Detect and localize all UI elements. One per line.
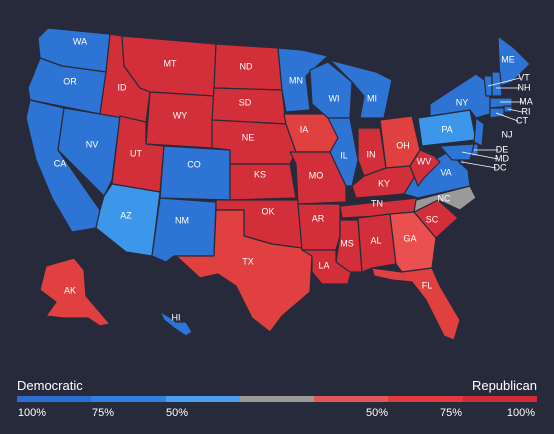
legend-segment-2	[165, 396, 240, 402]
state-label-mo: MO	[309, 170, 324, 180]
state-label-mi: MI	[367, 93, 377, 103]
state-label-de: DE	[496, 144, 509, 154]
state-label-va: VA	[440, 167, 451, 177]
state-label-me: ME	[501, 54, 515, 64]
state-label-nv: NV	[86, 139, 99, 149]
state-nm[interactable]	[151, 197, 217, 263]
state-label-ca: CA	[54, 158, 67, 168]
state-label-ar: AR	[312, 213, 325, 223]
state-hi[interactable]	[159, 311, 193, 337]
state-label-az: AZ	[120, 210, 132, 220]
state-label-md: MD	[495, 153, 509, 163]
state-label-co: CO	[187, 159, 201, 169]
state-label-wv: WV	[417, 156, 432, 166]
legend-segment-1	[91, 396, 166, 402]
state-ar[interactable]	[297, 203, 341, 251]
state-mn[interactable]	[277, 47, 329, 113]
state-label-ks: KS	[254, 169, 266, 179]
state-label-mn: MN	[289, 75, 303, 85]
state-label-al: AL	[370, 235, 381, 245]
state-label-sd: SD	[239, 97, 252, 107]
state-co[interactable]	[159, 145, 231, 201]
leader-line-md	[461, 151, 499, 160]
legend-republican-label: Republican	[471, 378, 537, 393]
legend-democratic-label: Democratic	[17, 378, 83, 393]
state-label-or: OR	[63, 76, 77, 86]
state-ks[interactable]	[229, 163, 297, 201]
leader-line-vt	[487, 77, 521, 87]
legend-segment-6	[462, 396, 537, 402]
state-label-ms: MS	[340, 238, 354, 248]
legend-tick: 50%	[165, 407, 189, 419]
legend-segment-3	[239, 396, 315, 402]
legend-segment-5	[388, 396, 463, 402]
state-mi[interactable]	[329, 59, 393, 119]
leader-line-ri	[507, 108, 523, 113]
states-layer	[25, 27, 531, 341]
state-label-nd: ND	[240, 61, 253, 71]
state-az[interactable]	[95, 183, 161, 257]
state-il[interactable]	[327, 117, 359, 187]
state-label-nh: NH	[518, 82, 531, 92]
state-label-id: ID	[118, 82, 128, 92]
state-label-tn: TN	[371, 198, 383, 208]
state-label-ky: KY	[378, 178, 390, 188]
state-label-ct: CT	[516, 115, 528, 125]
state-label-mt: MT	[164, 58, 177, 68]
legend-color-scale	[17, 396, 537, 402]
state-label-nj: NJ	[502, 129, 513, 139]
state-fl[interactable]	[371, 267, 461, 341]
state-label-ne: NE	[242, 132, 255, 142]
legend-tick: 75%	[91, 407, 115, 419]
state-label-wy: WY	[173, 110, 188, 120]
state-label-nc: NC	[438, 193, 451, 203]
state-label-fl: FL	[422, 280, 433, 290]
state-tx[interactable]	[175, 209, 313, 333]
state-label-la: LA	[318, 260, 329, 270]
state-la[interactable]	[301, 249, 353, 285]
state-label-ut: UT	[130, 148, 142, 158]
state-label-ok: OK	[261, 206, 274, 216]
labels-layer: WA OR CA NV ID MT WY UT AZ CO NM ND SD NE KS OK TX MN IA MO…	[54, 36, 533, 322]
us-electoral-map: WA OR CA NV ID MT WY UT AZ CO NM ND SD NE KS OK TX MN IA MO…	[25, 27, 533, 341]
state-label-hi: HI	[172, 312, 181, 322]
state-label-tx: TX	[242, 256, 254, 266]
state-ny[interactable]	[429, 73, 491, 119]
state-label-dc: DC	[494, 162, 507, 172]
state-label-oh: OH	[396, 140, 410, 150]
state-label-ga: GA	[403, 233, 416, 243]
state-label-in: IN	[367, 149, 376, 159]
state-md[interactable]	[439, 143, 475, 161]
leader-line-ct	[495, 112, 519, 122]
legend-tick: 100%	[506, 407, 536, 419]
state-ak[interactable]	[39, 257, 111, 327]
state-label-nm: NM	[175, 215, 189, 225]
state-label-wa: WA	[73, 36, 87, 46]
state-label-ny: NY	[456, 97, 469, 107]
legend-tick: 75%	[439, 407, 463, 419]
legend-tick: 50%	[365, 407, 389, 419]
state-label-ma: MA	[519, 96, 533, 106]
leader-line-dc	[461, 161, 497, 169]
state-label-il: IL	[340, 150, 348, 160]
state-label-ia: IA	[300, 124, 309, 134]
state-wv[interactable]	[409, 149, 441, 187]
legend-segment-4	[314, 396, 389, 402]
state-label-ak: AK	[64, 285, 76, 295]
legend-segment-0	[17, 396, 92, 402]
state-label-ri: RI	[522, 106, 531, 116]
state-label-vt: VT	[518, 72, 530, 82]
state-label-pa: PA	[441, 124, 452, 134]
state-label-wi: WI	[329, 93, 340, 103]
state-nj[interactable]	[473, 117, 485, 147]
state-al[interactable]	[357, 213, 397, 273]
state-label-sc: SC	[426, 214, 439, 224]
legend-tick: 100%	[17, 407, 47, 419]
